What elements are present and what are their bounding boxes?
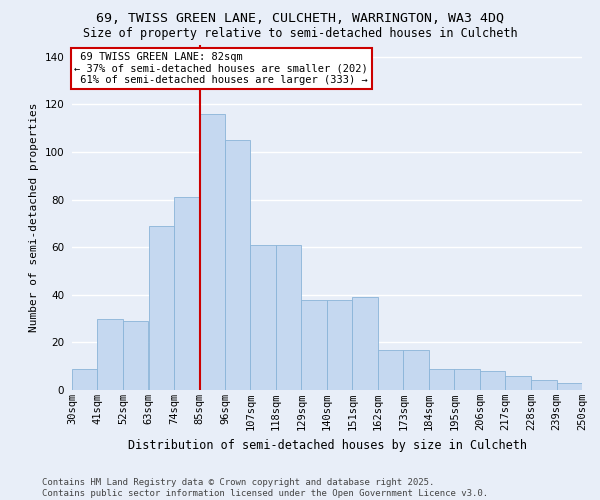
Bar — [403, 350, 429, 390]
Bar — [505, 376, 531, 390]
Bar — [327, 300, 352, 390]
Y-axis label: Number of semi-detached properties: Number of semi-detached properties — [29, 103, 39, 332]
Bar — [557, 383, 582, 390]
Bar — [301, 300, 327, 390]
Bar — [250, 245, 276, 390]
X-axis label: Distribution of semi-detached houses by size in Culcheth: Distribution of semi-detached houses by … — [128, 438, 527, 452]
Bar — [149, 226, 174, 390]
Bar — [123, 321, 148, 390]
Bar — [429, 368, 455, 390]
Bar — [455, 368, 480, 390]
Bar — [97, 318, 123, 390]
Bar — [225, 140, 250, 390]
Text: Size of property relative to semi-detached houses in Culcheth: Size of property relative to semi-detach… — [83, 28, 517, 40]
Bar — [352, 297, 378, 390]
Bar — [378, 350, 403, 390]
Bar — [199, 114, 225, 390]
Text: Contains HM Land Registry data © Crown copyright and database right 2025.
Contai: Contains HM Land Registry data © Crown c… — [42, 478, 488, 498]
Text: 69, TWISS GREEN LANE, CULCHETH, WARRINGTON, WA3 4DQ: 69, TWISS GREEN LANE, CULCHETH, WARRINGT… — [96, 12, 504, 26]
Bar — [480, 371, 505, 390]
Text: 69 TWISS GREEN LANE: 82sqm
← 37% of semi-detached houses are smaller (202)
 61% : 69 TWISS GREEN LANE: 82sqm ← 37% of semi… — [74, 52, 368, 86]
Bar — [276, 245, 301, 390]
Bar — [531, 380, 557, 390]
Bar — [72, 368, 97, 390]
Bar — [174, 198, 199, 390]
